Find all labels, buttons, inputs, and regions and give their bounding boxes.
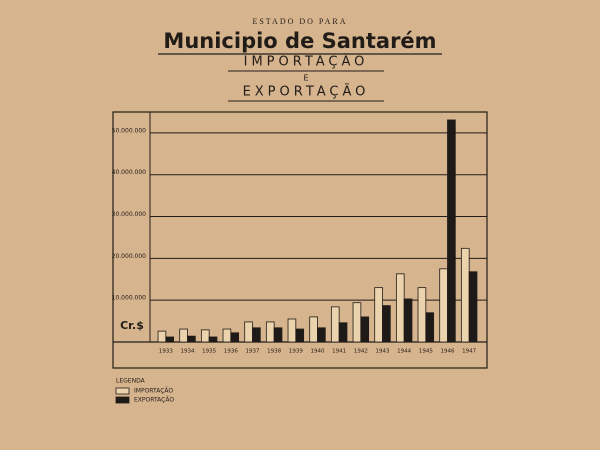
- bar: [157, 330, 167, 343]
- x-tick-label: 1937: [246, 349, 260, 355]
- bar: [165, 336, 175, 343]
- chart-subtitle: EXPORTAÇÃO: [243, 84, 370, 100]
- y-tick-label: 20.000.000: [112, 253, 147, 260]
- bar: [179, 328, 188, 343]
- x-tick-label: 1945: [419, 349, 433, 355]
- bar: [187, 335, 196, 343]
- y-tick-label: 50.000.000: [112, 127, 147, 134]
- bar: [222, 328, 232, 343]
- bar: [317, 327, 326, 343]
- bar: [273, 327, 283, 343]
- bar: [395, 273, 405, 343]
- legend-label: EXPORTAÇÃO: [134, 397, 174, 404]
- bar: [360, 316, 370, 343]
- bar: [200, 329, 210, 343]
- bar: [295, 328, 305, 343]
- y-tick-label: 10.000.000: [112, 295, 147, 302]
- y-tick-label: 30.000.000: [112, 211, 147, 218]
- bar: [208, 336, 218, 343]
- unit-label: Cr.$: [120, 319, 144, 332]
- bar: [352, 302, 362, 343]
- x-tick-label: 1947: [462, 349, 476, 355]
- bar: [468, 271, 478, 343]
- bar: [244, 321, 253, 343]
- x-tick-label: 1938: [267, 349, 281, 355]
- bar: [265, 321, 275, 343]
- x-tick-label: 1944: [397, 349, 411, 355]
- bar: [330, 306, 340, 343]
- legend-swatch: [115, 396, 130, 404]
- x-tick-label: 1940: [311, 349, 325, 355]
- bar: [374, 287, 383, 343]
- x-tick-label: 1934: [181, 349, 195, 355]
- x-tick-label: 1946: [441, 349, 455, 355]
- chart-subtitle: E: [303, 74, 308, 83]
- chart-subtitle: IMPORTAÇÃO: [244, 54, 369, 70]
- bar: [447, 119, 456, 343]
- plot-frame: [112, 111, 488, 369]
- chart-title: Municipio de Santarém: [163, 29, 436, 53]
- bar: [403, 298, 413, 343]
- bar: [230, 332, 240, 343]
- x-tick-label: 1942: [354, 349, 368, 355]
- bar: [338, 322, 348, 343]
- bar: [460, 247, 470, 343]
- bar: [425, 312, 435, 343]
- chart-supertitle: ESTADO DO PARA: [252, 17, 347, 26]
- bar: [417, 287, 427, 343]
- y-tick-label: 40.000.000: [112, 169, 147, 176]
- bar: [382, 305, 391, 343]
- legend-title: LEGENDA: [116, 378, 146, 385]
- legend-label: IMPORTAÇÃO: [134, 388, 173, 395]
- x-tick-label: 1941: [332, 349, 346, 355]
- bar: [309, 316, 318, 343]
- x-tick-label: 1936: [224, 349, 238, 355]
- x-tick-label: 1933: [159, 349, 173, 355]
- x-tick-label: 1943: [376, 349, 390, 355]
- bar: [439, 268, 448, 343]
- x-tick-label: 1939: [289, 349, 303, 355]
- bar: [252, 327, 261, 343]
- bar: [287, 318, 297, 343]
- legend-swatch: [115, 387, 130, 395]
- x-tick-label: 1935: [202, 349, 216, 355]
